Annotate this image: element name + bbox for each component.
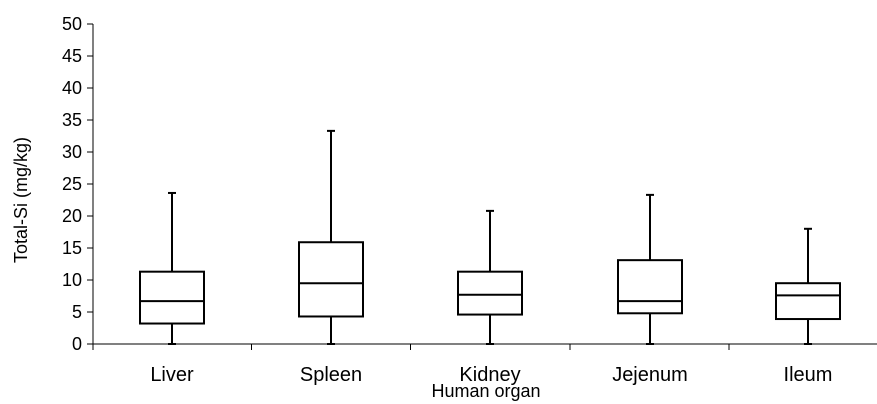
y-tick-label: 45 xyxy=(62,46,82,66)
box-liver xyxy=(139,191,205,345)
iqr-box xyxy=(139,270,205,325)
box-spleen xyxy=(298,129,364,345)
y-tick-label: 5 xyxy=(72,302,82,322)
y-axis: 0 5 10 15 20 25 30 35 40 45 50 xyxy=(62,14,94,354)
x-axis-title: Human organ xyxy=(431,381,540,401)
x-category-label: Ileum xyxy=(784,364,833,386)
y-tick-label: 25 xyxy=(62,174,82,194)
y-tick-label: 10 xyxy=(62,270,82,290)
y-tick-label: 15 xyxy=(62,238,82,258)
x-category-label: Kidney xyxy=(459,364,520,386)
iqr-box xyxy=(298,241,364,318)
y-tick-label: 50 xyxy=(62,14,82,34)
y-tick-label: 30 xyxy=(62,142,82,162)
boxes xyxy=(139,129,841,345)
x-category-label: Spleen xyxy=(300,364,362,386)
box-kidney xyxy=(457,209,523,345)
box-jejenum xyxy=(617,193,683,345)
x-category-label: Liver xyxy=(150,364,194,386)
y-tick-label: 0 xyxy=(72,334,82,354)
x-axis: Liver Spleen Kidney Jejenum Ileum xyxy=(92,343,877,386)
y-tick-label: 40 xyxy=(62,78,82,98)
y-tick-label: 20 xyxy=(62,206,82,226)
box-ileum xyxy=(775,227,841,345)
y-axis-title: Total-Si (mg/kg) xyxy=(11,137,31,263)
iqr-box xyxy=(775,282,841,321)
iqr-box xyxy=(617,259,683,315)
x-category-label: Jejenum xyxy=(612,364,688,386)
iqr-box xyxy=(457,270,523,316)
y-tick-label: 35 xyxy=(62,110,82,130)
